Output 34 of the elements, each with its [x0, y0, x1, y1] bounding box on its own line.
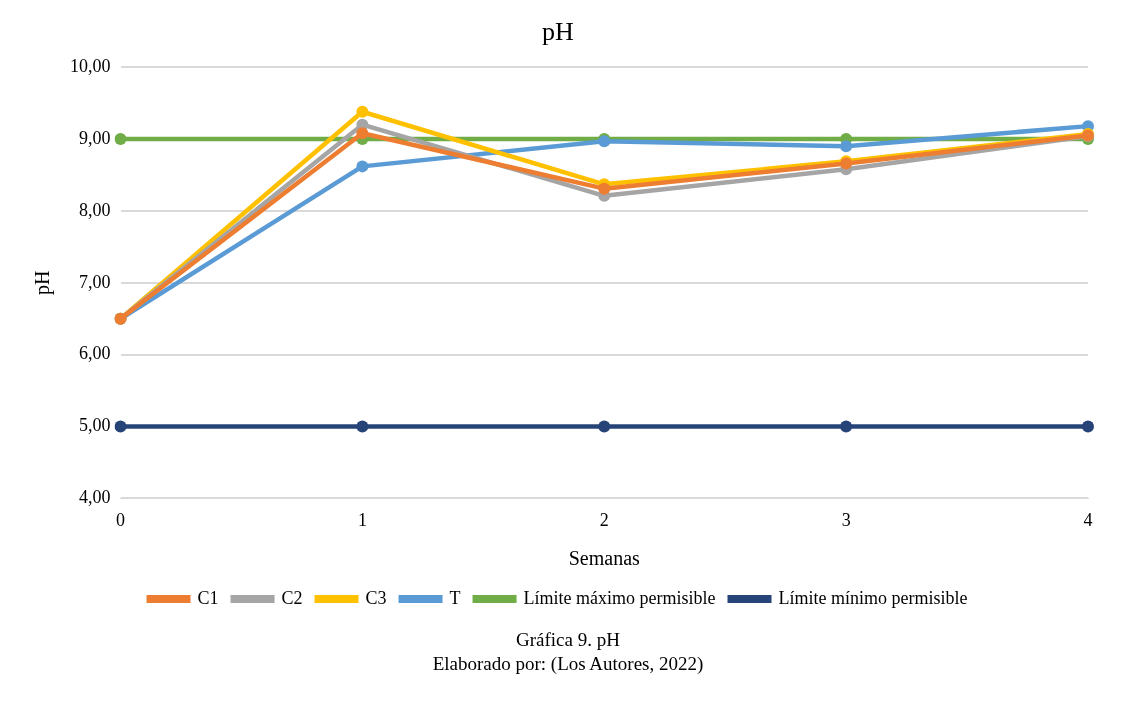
chart-title: pH	[542, 17, 575, 47]
point	[598, 182, 611, 195]
point	[840, 140, 853, 153]
x-tick-label: 2	[599, 509, 609, 530]
legend-label: C3	[365, 587, 387, 608]
legend-label: C2	[281, 587, 303, 608]
x-axis-title: Semanas	[568, 547, 641, 570]
legend-label: Límite mínimo permisible	[778, 587, 968, 608]
legend-label: Límite máximo permisible	[523, 587, 716, 608]
point	[598, 420, 611, 433]
point	[356, 160, 369, 173]
x-tick-label: 0	[116, 509, 125, 530]
y-tick-label: 4,00	[79, 487, 111, 508]
point	[1082, 420, 1094, 433]
point	[356, 127, 369, 140]
y-tick-label: 9,00	[79, 127, 111, 148]
y-tick-label: 5,00	[79, 415, 111, 436]
text: Gráfica 9. pH	[515, 628, 621, 652]
point	[356, 420, 369, 433]
point	[114, 133, 127, 146]
point	[356, 105, 369, 118]
point	[840, 420, 853, 433]
x-tick-label: 4	[1083, 509, 1093, 530]
text: Elaborado por: (Los Autores, 2022)	[431, 652, 705, 676]
y-tick-label: 7,00	[79, 271, 111, 292]
legend-label: T	[449, 587, 461, 608]
legend-label: C1	[197, 587, 219, 608]
x-tick-label: 1	[357, 509, 367, 530]
point	[114, 420, 127, 433]
y-axis-title: pH	[31, 270, 55, 296]
y-tick-label: 10,00	[70, 55, 111, 76]
y-tick-label: 6,00	[79, 343, 111, 364]
y-tick-label: 8,00	[79, 199, 111, 220]
x-tick-label: 3	[841, 509, 851, 530]
